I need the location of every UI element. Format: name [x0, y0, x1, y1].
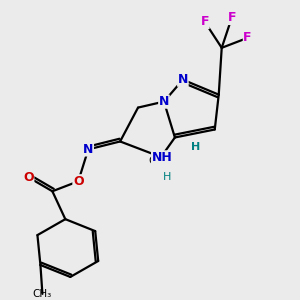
- Text: O: O: [73, 175, 84, 188]
- Text: F: F: [200, 15, 209, 28]
- Text: CH₃: CH₃: [148, 156, 168, 167]
- Text: H: H: [191, 142, 200, 152]
- Text: N: N: [159, 95, 169, 108]
- Text: F: F: [227, 11, 236, 24]
- Text: N: N: [83, 143, 93, 156]
- Text: H: H: [163, 172, 171, 182]
- Text: CH₃: CH₃: [33, 289, 52, 299]
- Text: N: N: [178, 73, 188, 86]
- Text: F: F: [243, 32, 252, 44]
- Text: NH: NH: [152, 151, 172, 164]
- Text: O: O: [23, 171, 34, 184]
